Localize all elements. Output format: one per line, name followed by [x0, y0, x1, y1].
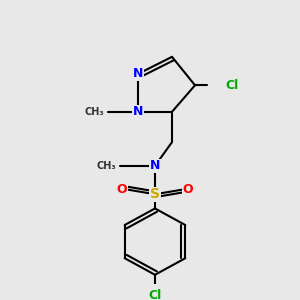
Text: Cl: Cl	[148, 289, 162, 300]
Text: Cl: Cl	[225, 79, 238, 92]
Text: S: S	[150, 187, 160, 201]
Text: N: N	[133, 68, 143, 80]
Text: O: O	[183, 183, 193, 196]
Text: N: N	[133, 105, 143, 118]
Text: CH₃: CH₃	[84, 107, 104, 117]
Text: CH₃: CH₃	[96, 161, 116, 171]
Text: N: N	[150, 159, 160, 172]
Text: O: O	[117, 183, 127, 196]
